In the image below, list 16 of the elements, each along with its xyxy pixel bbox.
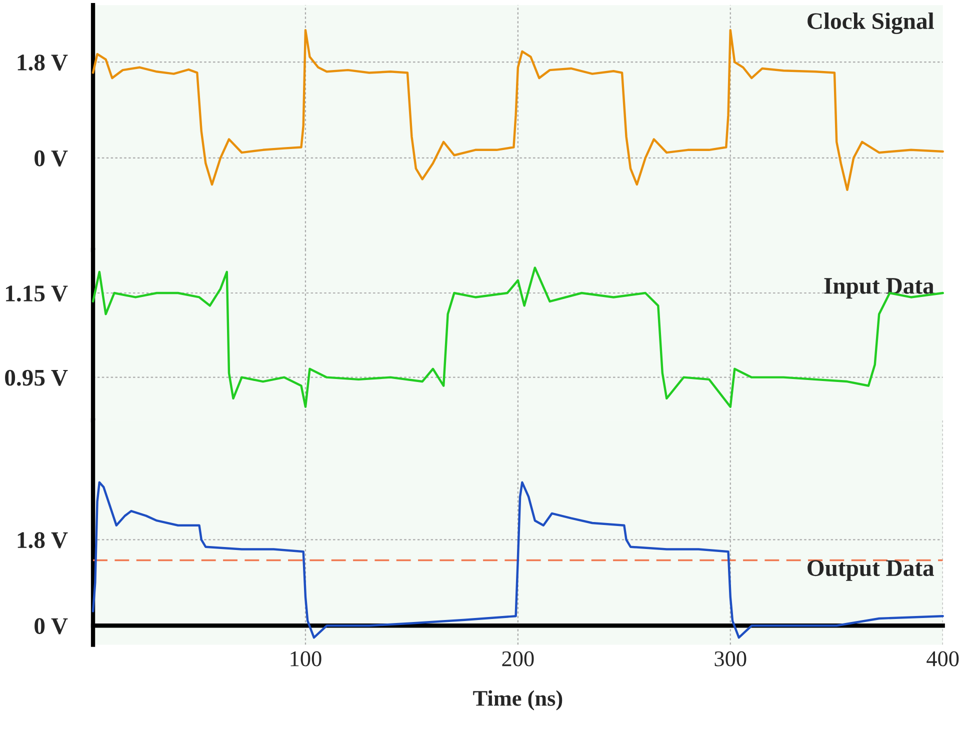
y-tick-label: 1.8 V: [18, 54, 68, 71]
x-axis-title: Time (ns): [473, 690, 562, 710]
line-series: [92, 481, 944, 639]
x-tick-label: 200: [502, 651, 534, 666]
y-tick-label: 0 V: [34, 150, 68, 166]
line-series: [92, 266, 944, 408]
y-tick-label: 0 V: [34, 618, 68, 634]
y-tick-label: 0.95 V: [5, 370, 68, 386]
chart-title: Clock Signal: [808, 12, 934, 34]
text: Input Data: [824, 278, 934, 299]
y-tick-label: 1.8 V: [18, 532, 68, 548]
x-tick-label: 400: [926, 651, 959, 666]
y-tick-label: 1.15 V: [6, 286, 68, 302]
x-tick-label: 300: [714, 651, 746, 666]
x-tick-label: 100: [290, 651, 322, 666]
text: Output Data: [808, 560, 934, 581]
